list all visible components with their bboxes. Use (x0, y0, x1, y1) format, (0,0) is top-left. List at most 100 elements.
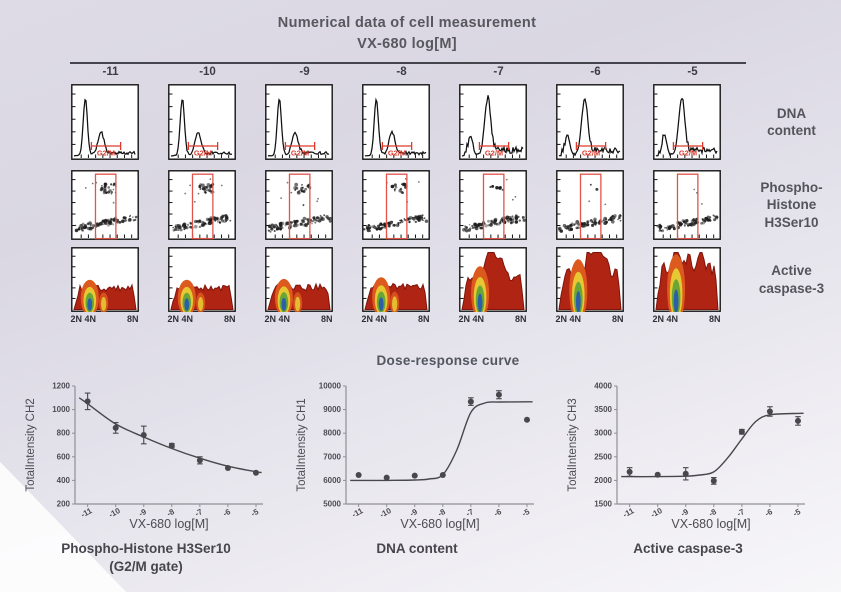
svg-text:G2/M: G2/M (290, 149, 308, 158)
panel-dna-content--5: G2/M (652, 84, 721, 160)
svg-text:1000: 1000 (52, 405, 70, 414)
ploidy-label-2n4n: 2N 4N (555, 314, 582, 324)
svg-text:G2/M: G2/M (193, 149, 211, 158)
svg-text:G2/M: G2/M (678, 149, 696, 158)
svg-text:G2/M: G2/M (96, 149, 114, 158)
svg-text:-10: -10 (649, 506, 664, 520)
svg-text:4000: 4000 (594, 382, 612, 391)
svg-text:-7: -7 (193, 507, 204, 519)
svg-text:G2/M: G2/M (484, 149, 502, 158)
svg-text:3000: 3000 (594, 429, 612, 438)
concentration-label: -5 (687, 66, 698, 78)
ploidy-label-8n: 8N (223, 314, 236, 324)
svg-text:-5: -5 (521, 507, 532, 519)
svg-text:-8: -8 (707, 507, 718, 519)
panel-phospho-histone--11 (70, 170, 139, 240)
figure-title-line2: VX-680 log[M] (357, 36, 457, 53)
ploidy-label-2n4n: 2N 4N (458, 314, 485, 324)
ploidy-label-8n: 8N (320, 314, 333, 324)
svg-text:-6: -6 (763, 507, 774, 519)
panel-phospho-histone--9 (264, 170, 333, 240)
panel-active-caspase--9 (264, 247, 333, 312)
chart-active-caspase-plot: 1500 2000 2500 3000 3500 4000 -11 -10 -9 -8 -7 -6 -5… (567, 382, 805, 531)
svg-text:VX-680 log[M]: VX-680 log[M] (400, 517, 479, 531)
svg-text:TotalIntensity CH2: TotalIntensity CH2 (25, 398, 37, 491)
figure-title: Numerical data of cell measurement VX-68… (0, 13, 814, 55)
chart-active-caspase: 1500 2000 2500 3000 3500 4000 -11 -10 -9 -8 -7 -6 -5… (557, 378, 819, 558)
ploidy-axis-labels--6: 2N 4N 8N (556, 314, 624, 324)
concentration-label: -10 (199, 66, 216, 78)
svg-text:-9: -9 (408, 507, 419, 519)
ploidy-label-8n: 8N (126, 314, 139, 324)
ploidy-axis-labels--11: 2N 4N 8N (71, 314, 139, 324)
svg-text:-9: -9 (137, 507, 148, 519)
panel-phospho-histone--10 (167, 170, 236, 240)
svg-text:G2/M: G2/M (581, 149, 599, 158)
concentration-label: -11 (102, 66, 119, 78)
ploidy-label-8n: 8N (417, 314, 430, 324)
row-label-active-caspase: Active caspase-3 (758, 263, 825, 296)
svg-text:400: 400 (57, 476, 71, 485)
panel-phospho-histone--5 (652, 170, 721, 240)
svg-text:-10: -10 (378, 506, 393, 520)
panel-phospho-histone--7 (458, 170, 527, 240)
svg-text:-8: -8 (436, 507, 447, 519)
ploidy-axis-labels--5: 2N 4N 8N (653, 314, 721, 324)
panel-dna-content--10: G2/M (167, 84, 236, 160)
concentration-label: -8 (396, 66, 407, 78)
svg-text:-9: -9 (679, 507, 690, 519)
ploidy-label-2n4n: 2N 4N (70, 314, 97, 324)
svg-text:TotalIntensity CH1: TotalIntensity CH1 (296, 398, 308, 491)
dose-section-title: Dose-response curve (376, 353, 520, 368)
ploidy-axis-labels--10: 2N 4N 8N (168, 314, 236, 324)
svg-text:5000: 5000 (323, 500, 341, 509)
panel-dna-content--6: G2/M (555, 84, 624, 160)
svg-text:-8: -8 (165, 507, 176, 519)
panel-active-caspase--6 (555, 247, 624, 312)
header-rule (70, 62, 746, 64)
svg-text:2500: 2500 (594, 452, 612, 461)
chart-dna-content: 5000 6000 7000 8000 9000 10000 -11 -10 -9 -8 -7 -6 -… (291, 378, 543, 558)
panel-active-caspase--8 (361, 247, 430, 312)
chart-dna-content-caption: DNA content (376, 541, 458, 556)
svg-text:-7: -7 (464, 507, 475, 519)
ploidy-axis-labels--9: 2N 4N 8N (265, 314, 333, 324)
ploidy-label-8n: 8N (708, 314, 721, 324)
svg-text:VX-680 log[M]: VX-680 log[M] (671, 517, 750, 531)
svg-text:-6: -6 (492, 507, 503, 519)
ploidy-label-2n4n: 2N 4N (652, 314, 679, 324)
svg-text:-11: -11 (350, 506, 365, 519)
ploidy-label-2n4n: 2N 4N (264, 314, 291, 324)
svg-text:-6: -6 (221, 507, 232, 519)
panel-phospho-histone--6 (555, 170, 624, 240)
svg-text:1200: 1200 (52, 382, 70, 391)
svg-text:-10: -10 (107, 506, 122, 520)
svg-text:-7: -7 (735, 507, 746, 519)
svg-text:8000: 8000 (323, 429, 341, 438)
panel-dna-content--11: G2/M (70, 84, 139, 160)
figure-title-line1: Numerical data of cell measurement (277, 15, 537, 31)
chart-dna-content-plot: 5000 6000 7000 8000 9000 10000 -11 -10 -9 -8 -7 -6 -… (296, 382, 534, 531)
ploidy-axis-labels--7: 2N 4N 8N (459, 314, 527, 324)
chart-phospho-histone: 200 400 600 800 1000 1200 -11 -10 -9 -8 -7 -6 -5 Tota… (20, 378, 272, 576)
svg-text:VX-680 log[M]: VX-680 log[M] (129, 517, 208, 531)
ploidy-label-2n4n: 2N 4N (167, 314, 194, 324)
concentration-label: -6 (590, 66, 601, 78)
svg-text:-11: -11 (621, 506, 636, 519)
svg-text:6000: 6000 (323, 476, 341, 485)
svg-text:600: 600 (57, 452, 71, 461)
ploidy-axis-labels--8: 2N 4N 8N (362, 314, 430, 324)
svg-text:9000: 9000 (323, 405, 341, 414)
svg-text:-5: -5 (792, 507, 803, 519)
svg-text:1500: 1500 (594, 500, 612, 509)
svg-text:TotalIntensity CH3: TotalIntensity CH3 (567, 398, 579, 491)
svg-text:-5: -5 (250, 507, 261, 519)
row-label-dna-content: DNA content (767, 105, 816, 138)
ploidy-label-8n: 8N (611, 314, 624, 324)
svg-text:-11: -11 (79, 506, 94, 519)
panel-active-caspase--10 (167, 247, 236, 312)
svg-text:7000: 7000 (323, 452, 341, 461)
concentration-label: -9 (299, 66, 310, 78)
svg-text:3500: 3500 (594, 405, 612, 414)
